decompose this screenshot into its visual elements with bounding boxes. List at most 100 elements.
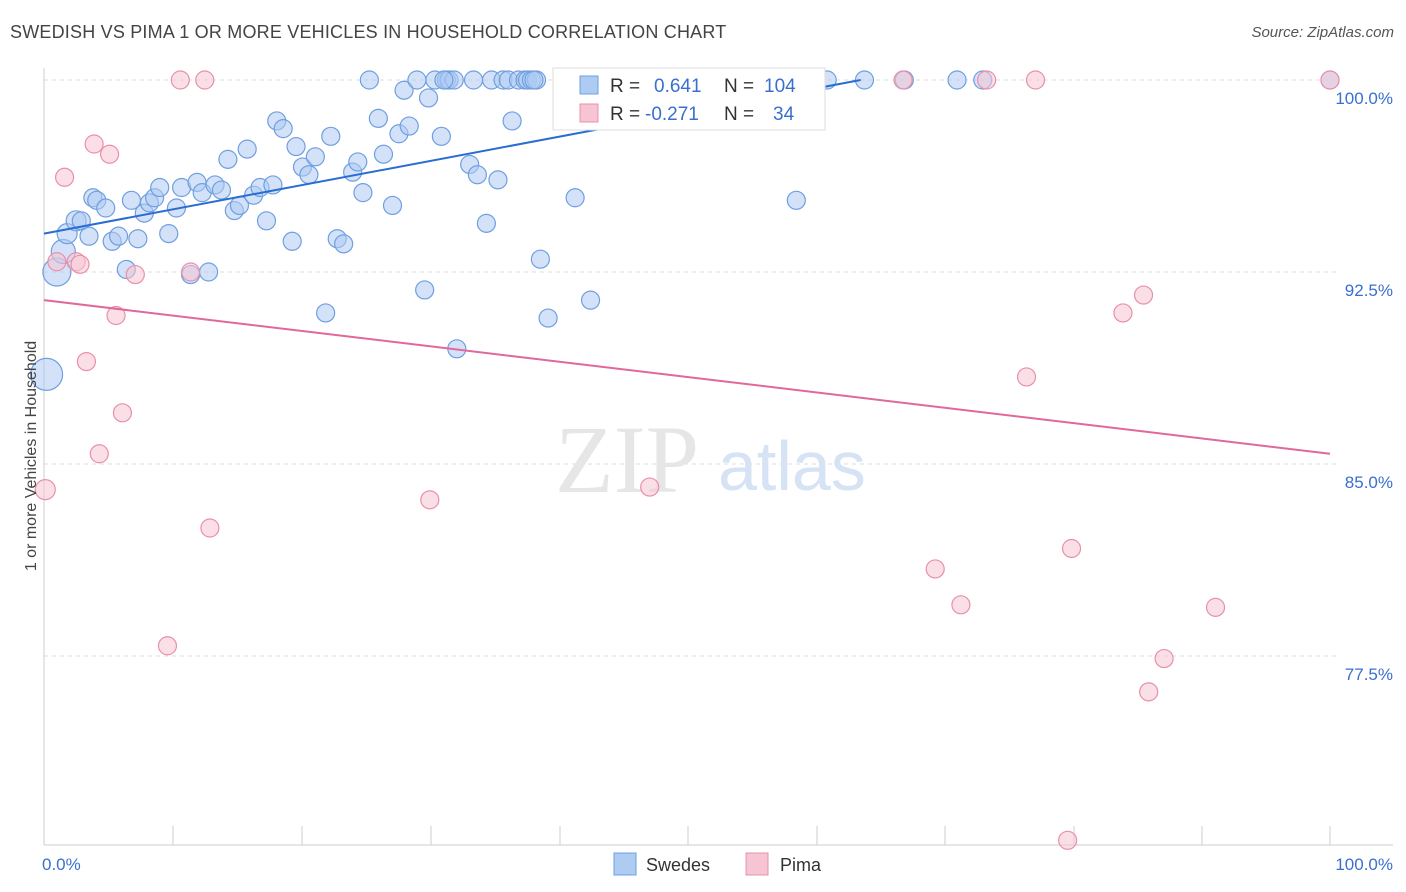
pima-point-0 bbox=[34, 479, 56, 501]
legend-r-value-pima: -0.271 bbox=[645, 104, 699, 125]
legend-r-label-pima: R = bbox=[610, 104, 640, 125]
pima-point-21 bbox=[951, 595, 971, 615]
gridlines bbox=[44, 79, 1340, 657]
x-tick-label-1: 100.0% bbox=[1335, 855, 1393, 874]
series-legend-swatch-pima bbox=[745, 852, 769, 876]
swedes-point-25 bbox=[199, 262, 219, 282]
pima-point-12 bbox=[157, 636, 178, 656]
swedes-point-67 bbox=[463, 70, 484, 90]
y-tick-label-2: 85.0% bbox=[1345, 473, 1393, 492]
pima-point-5 bbox=[76, 352, 97, 372]
swedes-point-19 bbox=[159, 224, 179, 244]
swedes-point-50 bbox=[359, 70, 379, 90]
pima-point-31 bbox=[1205, 597, 1226, 617]
y-tick-label-3: 77.5% bbox=[1345, 665, 1393, 684]
swedes-point-57 bbox=[407, 70, 427, 90]
swedes-point-72 bbox=[488, 170, 508, 190]
pima-point-7 bbox=[89, 444, 109, 464]
pima-points bbox=[34, 70, 1340, 850]
pima-point-25 bbox=[1058, 830, 1078, 850]
swedes-point-6 bbox=[79, 226, 99, 246]
tick-labels: 100.0% 92.5% 85.0% 77.5% 0.0% 100.0% bbox=[42, 89, 1393, 874]
swedes-point-59 bbox=[418, 88, 439, 108]
legend-n-label-pima: N = bbox=[724, 104, 754, 125]
legend-swatch-swedes bbox=[579, 75, 599, 95]
pima-point-13 bbox=[170, 70, 190, 90]
swedes-point-41 bbox=[299, 165, 319, 185]
swedes-point-101 bbox=[947, 70, 967, 90]
swedes-point-46 bbox=[334, 234, 354, 254]
pima-point-14 bbox=[181, 262, 201, 282]
y-axis-label: 1 or more Vehicles in Household bbox=[23, 341, 40, 571]
pima-point-11 bbox=[125, 264, 145, 285]
pima-point-2 bbox=[54, 167, 75, 187]
legend-r-label-swedes: R = bbox=[610, 76, 640, 97]
swedes-point-53 bbox=[382, 195, 403, 216]
swedes-point-65 bbox=[434, 70, 454, 90]
legend-swatch-pima bbox=[579, 103, 599, 123]
swedes-point-31 bbox=[237, 139, 257, 159]
swedes-point-56 bbox=[399, 116, 419, 136]
chart-title: SWEDISH VS PIMA 1 OR MORE VEHICLES IN HO… bbox=[10, 22, 727, 42]
pima-point-29 bbox=[1139, 682, 1159, 702]
legend-n-value-swedes: 104 bbox=[764, 76, 796, 97]
series-legend-swatch-swedes bbox=[613, 852, 637, 876]
swedes-point-38 bbox=[282, 231, 302, 251]
pima-point-30 bbox=[1154, 648, 1174, 669]
y-tick-label-0: 100.0% bbox=[1335, 89, 1393, 108]
swedes-point-48 bbox=[348, 152, 368, 172]
series-legend-label-pima: Pima bbox=[780, 855, 822, 875]
pima-point-10 bbox=[112, 403, 133, 423]
pima-point-27 bbox=[1113, 303, 1133, 323]
swedes-point-43 bbox=[316, 303, 336, 323]
swedes-point-42 bbox=[305, 147, 325, 167]
pima-point-6 bbox=[84, 134, 104, 154]
swedes-point-70 bbox=[476, 213, 496, 233]
pima-point-17 bbox=[420, 490, 440, 510]
pima-point-15 bbox=[195, 70, 215, 90]
swedes-point-18 bbox=[150, 177, 170, 198]
swedes-point-55 bbox=[394, 80, 414, 100]
pima-point-4 bbox=[70, 254, 90, 274]
correlation-legend: R = 0.641 N = 104 R = -0.271 N = 34 bbox=[552, 67, 826, 131]
pima-point-28 bbox=[1133, 285, 1154, 305]
swedes-point-51 bbox=[368, 108, 388, 129]
swedes-point-75 bbox=[502, 111, 522, 131]
swedes-point-97 bbox=[786, 190, 806, 210]
pima-point-24 bbox=[1025, 70, 1046, 90]
x-tick-label-0: 0.0% bbox=[42, 855, 81, 874]
legend-n-value-pima: 34 bbox=[773, 104, 795, 125]
swedes-point-58 bbox=[415, 280, 435, 300]
legend-r-value-swedes: 0.641 bbox=[654, 76, 702, 97]
swedes-point-28 bbox=[218, 149, 238, 169]
watermark-atlas: atlas bbox=[718, 427, 866, 505]
swedes-point-82 bbox=[530, 249, 550, 269]
legend-n-label-swedes: N = bbox=[724, 76, 754, 97]
swedes-point-11 bbox=[108, 226, 129, 246]
swedes-point-86 bbox=[565, 188, 585, 208]
watermark: ZIP atlas bbox=[555, 406, 866, 513]
swedes-point-34 bbox=[256, 211, 277, 231]
swedes-point-9 bbox=[96, 198, 116, 218]
pima-point-19 bbox=[893, 70, 913, 90]
swedes-point-88 bbox=[580, 290, 601, 310]
swedes-point-37 bbox=[273, 119, 293, 139]
pima-point-22 bbox=[977, 70, 997, 90]
swedes-point-0 bbox=[29, 357, 64, 391]
pima-point-23 bbox=[1016, 367, 1037, 387]
y-tick-label-1: 92.5% bbox=[1345, 281, 1393, 300]
pima-point-20 bbox=[925, 559, 945, 579]
watermark-zip: ZIP bbox=[555, 406, 699, 513]
swedes-point-52 bbox=[373, 144, 394, 164]
pima-point-1 bbox=[47, 252, 67, 272]
pima-point-32 bbox=[1320, 70, 1340, 90]
source-credit: Source: ZipAtlas.com bbox=[1251, 24, 1394, 41]
pima-point-8 bbox=[99, 144, 120, 164]
swedes-point-44 bbox=[321, 126, 341, 146]
swedes-point-27 bbox=[211, 180, 232, 200]
swedes-point-39 bbox=[286, 136, 306, 157]
axes bbox=[43, 68, 1393, 846]
swedes-point-49 bbox=[353, 183, 373, 203]
swedes-point-81 bbox=[524, 70, 544, 90]
